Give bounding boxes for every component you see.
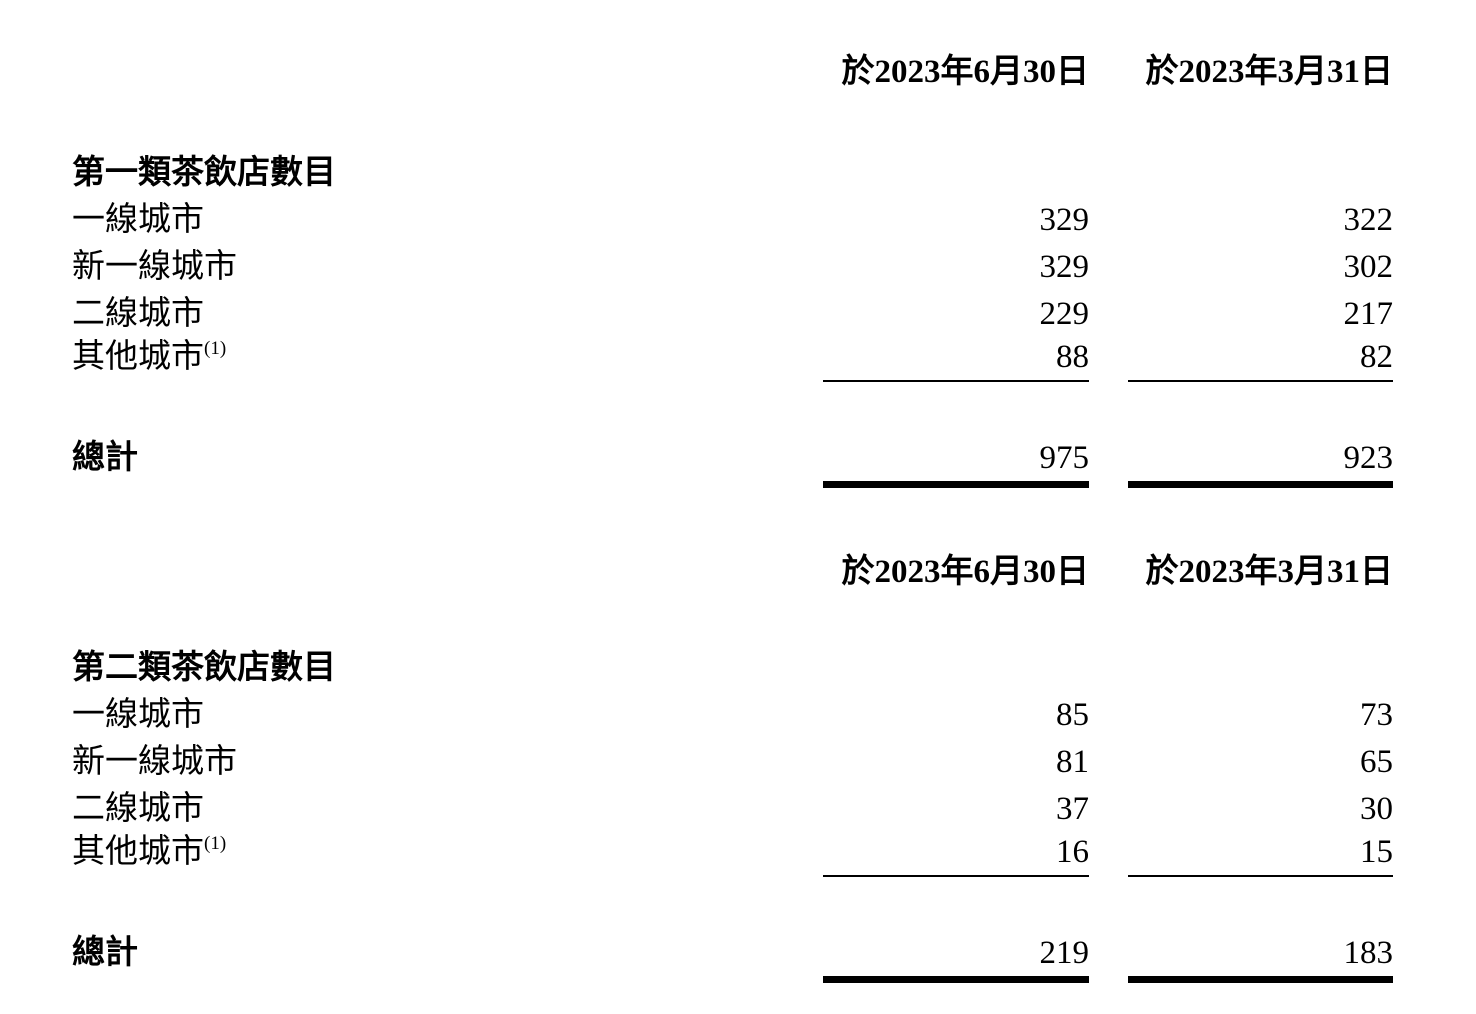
section-title: 第二類茶飲店數目 xyxy=(72,650,336,686)
value-mar31: 65 xyxy=(1360,744,1393,780)
row-label: 一線城市 xyxy=(72,197,823,244)
row-label: 新一線城市 xyxy=(72,739,823,786)
total-value-mar31: 183 xyxy=(1128,933,1393,983)
column-gap xyxy=(1089,552,1128,592)
value-mar31: 30 xyxy=(1360,791,1393,827)
category1-table: 於2023年6月30日 於2023年3月31日 第一類茶飲店數目 一線城市 32… xyxy=(72,52,1393,488)
row-label-text: 新一線城市 xyxy=(72,744,237,780)
value-jun30: 88 xyxy=(823,338,1089,382)
footnote-marker: (1) xyxy=(204,833,227,854)
empty-cell xyxy=(823,645,1089,692)
value-mar31: 302 xyxy=(1343,249,1394,285)
row-label: 二線城市 xyxy=(72,291,823,338)
total-label: 總計 xyxy=(72,935,138,971)
value-jun30: 229 xyxy=(1039,296,1090,332)
column-gap xyxy=(1089,52,1128,92)
category1-header-row: 於2023年6月30日 於2023年3月31日 xyxy=(72,52,1394,92)
value-jun30: 329 xyxy=(1039,249,1090,285)
total-value-jun30: 219 xyxy=(823,933,1089,983)
column-gap xyxy=(1089,244,1128,291)
value-jun30: 329 xyxy=(1039,202,1090,238)
footnote-marker: (1) xyxy=(204,338,227,359)
column-gap xyxy=(1089,150,1128,197)
column-header-mar31: 於2023年3月31日 xyxy=(1145,54,1394,90)
table-row: 二線城市 229 217 xyxy=(72,291,1393,338)
header-spacer xyxy=(72,52,823,92)
column-gap xyxy=(1089,438,1128,488)
total-row: 總計 219 183 xyxy=(72,933,1393,983)
column-gap xyxy=(1089,786,1128,833)
value-jun30: 81 xyxy=(1056,744,1089,780)
column-gap xyxy=(1089,291,1128,338)
value-mar31: 322 xyxy=(1343,202,1394,238)
total-label: 總計 xyxy=(72,440,138,476)
row-label-text: 其他城市 xyxy=(72,834,204,870)
category2-table: 於2023年6月30日 於2023年3月31日 第二類茶飲店數目 一線城市 85… xyxy=(72,552,1393,983)
total-row: 總計 975 923 xyxy=(72,438,1393,488)
column-header-jun30: 於2023年6月30日 xyxy=(841,554,1090,590)
empty-cell xyxy=(1128,150,1393,197)
table-row: 其他城市(1) 88 82 xyxy=(72,338,1393,382)
value-jun30: 85 xyxy=(1056,697,1089,733)
column-gap xyxy=(1089,739,1128,786)
table-row: 新一線城市 81 65 xyxy=(72,739,1393,786)
row-label-text: 一線城市 xyxy=(72,202,204,238)
total-value-jun30: 975 xyxy=(823,438,1089,488)
total-value-mar31: 923 xyxy=(1128,438,1393,488)
value-jun30: 37 xyxy=(1056,791,1089,827)
table-row: 一線城市 85 73 xyxy=(72,692,1393,739)
column-gap xyxy=(1089,833,1128,877)
row-label: 其他城市(1) xyxy=(72,338,823,382)
value-mar31: 15 xyxy=(1128,833,1393,877)
column-gap xyxy=(1089,338,1128,382)
row-label-text: 一線城市 xyxy=(72,697,204,733)
value-mar31: 217 xyxy=(1343,296,1394,332)
section-title: 第一類茶飲店數目 xyxy=(72,155,336,191)
column-gap xyxy=(1089,692,1128,739)
row-label-text: 二線城市 xyxy=(72,791,204,827)
empty-cell xyxy=(823,150,1089,197)
row-label-text: 二線城市 xyxy=(72,296,204,332)
column-header-mar31: 於2023年3月31日 xyxy=(1145,554,1394,590)
row-label-text: 其他城市 xyxy=(72,339,204,375)
value-mar31: 82 xyxy=(1128,338,1393,382)
value-jun30: 16 xyxy=(823,833,1089,877)
row-label: 其他城市(1) xyxy=(72,833,823,877)
row-label: 二線城市 xyxy=(72,786,823,833)
value-mar31: 73 xyxy=(1360,697,1393,733)
empty-cell xyxy=(1128,645,1393,692)
table-row: 其他城市(1) 16 15 xyxy=(72,833,1393,877)
table-row: 二線城市 37 30 xyxy=(72,786,1393,833)
column-gap xyxy=(1089,197,1128,244)
column-gap xyxy=(1089,645,1128,692)
header-spacer xyxy=(72,552,823,592)
category2-title-row: 第二類茶飲店數目 xyxy=(72,645,1393,692)
table-row: 一線城市 329 322 xyxy=(72,197,1393,244)
row-label: 一線城市 xyxy=(72,692,823,739)
row-label-text: 新一線城市 xyxy=(72,249,237,285)
category2-header-row: 於2023年6月30日 於2023年3月31日 xyxy=(72,552,1394,592)
column-gap xyxy=(1089,933,1128,983)
row-label: 新一線城市 xyxy=(72,244,823,291)
category1-title-row: 第一類茶飲店數目 xyxy=(72,150,1393,197)
table-row: 新一線城市 329 302 xyxy=(72,244,1393,291)
column-header-jun30: 於2023年6月30日 xyxy=(841,54,1090,90)
